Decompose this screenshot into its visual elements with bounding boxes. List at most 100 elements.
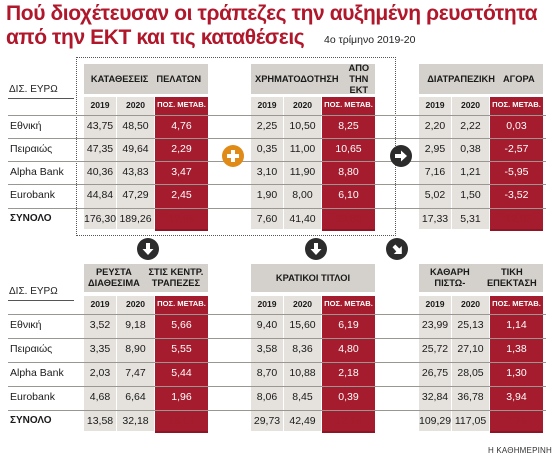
column-label: 2019	[257, 100, 277, 110]
year-value: 189,26	[119, 213, 152, 225]
table-title-line: ΑΓΟΡΑ	[502, 73, 535, 84]
arrow-down-right-icon	[386, 238, 408, 260]
table-header: ΔΙΑΤΡΑΠΕΖΙΚΗ ΑΓΟΡΑ	[419, 64, 543, 94]
year-value: 2,22	[460, 120, 481, 132]
table-title-line: ΧΡΗΜΑΤΟΔΟΤΗΣΗ	[255, 73, 339, 84]
year-value: 32,18	[122, 415, 149, 427]
change-value: -2,57	[504, 143, 529, 155]
year-value: 10,88	[289, 367, 316, 379]
year-column	[284, 97, 321, 229]
change-value: 1,30	[506, 367, 527, 379]
year-value: 5,31	[460, 213, 481, 225]
column-label: 2019	[90, 100, 110, 110]
year-value: 43,75	[86, 120, 114, 132]
year-value: 1,21	[460, 166, 481, 178]
year-value: 8,90	[125, 343, 146, 355]
year-value: 40,36	[86, 166, 114, 178]
year-value: 3,58	[256, 343, 278, 355]
change-value: 0,03	[506, 120, 527, 132]
change-value: 8,80	[338, 166, 359, 178]
year-column	[251, 296, 283, 431]
row-divider	[8, 386, 546, 387]
year-column	[452, 97, 489, 229]
bank-row-label: Eurobank	[10, 391, 55, 403]
year-value: 3,35	[89, 343, 111, 355]
year-value: 29,73	[253, 415, 281, 427]
column-label: 2020	[460, 100, 481, 110]
change-value: 4,76	[171, 120, 192, 132]
change-value: 4,80	[338, 343, 359, 355]
table-title-line: ΚΑΤΑΘΕΣΕΙΣ	[90, 73, 149, 84]
change-value: -3,52	[504, 189, 529, 201]
year-value: 4,68	[89, 391, 111, 403]
year-value: 5,02	[424, 189, 446, 201]
year-value: 25,13	[457, 319, 484, 331]
year-value: 8,06	[256, 391, 278, 403]
change-value: 6,10	[338, 189, 359, 201]
year-value: 15,60	[289, 319, 316, 331]
table-header: ΡΕΥΣΤΑ ΔΙΑΘΕΣΙΜΑ ΣΤΙΣ ΚΕΝΤΡ. ΤΡΑΠΕΖΕΣ	[84, 264, 208, 292]
year-value: 8,00	[292, 189, 313, 201]
column-label: 2020	[125, 100, 146, 110]
arrow-right-icon	[390, 145, 412, 167]
year-value: 25,72	[421, 343, 449, 355]
total-underline	[155, 431, 208, 433]
bank-row-label: Alpha Bank	[10, 166, 64, 178]
year-value: 11,00	[289, 143, 316, 155]
year-value: 32,84	[421, 391, 449, 403]
unit-label-top: ΔΙΣ. ΕΥΡΩ	[9, 84, 58, 95]
change-value: 10,65	[335, 143, 362, 155]
table-header: ΚΑΘΑΡΗ ΠΙΣΤΩ- ΤΙΚΗ ΕΠΕΚΤΑΣΗ	[419, 264, 543, 292]
year-value: 7,16	[424, 166, 446, 178]
year-column	[419, 97, 451, 229]
table-title-line: ΣΤΙΣ ΚΕΝΤΡ. ΤΡΑΠΕΖΕΣ	[148, 267, 204, 288]
table-header: ΚΡΑΤΙΚΟΙ ΤΙΤΛΟΙ	[251, 264, 375, 292]
plus-icon	[222, 145, 244, 167]
change-value: 18,61	[168, 415, 195, 427]
table-title-line: ΑΠΟ ΤΗΝ ΕΚΤ	[348, 62, 370, 95]
row-divider	[8, 208, 546, 209]
year-value: 36,78	[457, 391, 484, 403]
year-value: 8,70	[256, 367, 278, 379]
column-label: ΠΟΣ. ΜΕΤΑΒ.	[492, 100, 541, 109]
year-value: 48,50	[122, 120, 149, 132]
year-value: 1,50	[460, 189, 481, 201]
column-label: 2019	[90, 299, 110, 309]
change-value: 33,80	[335, 213, 362, 225]
column-label: ΠΟΣ. ΜΕΤΑΒ.	[492, 299, 541, 308]
bank-row-label: Εθνική	[10, 120, 42, 132]
year-value: 8,45	[292, 391, 313, 403]
chart-subtitle: 4ο τρίμηνο 2019-20	[324, 34, 416, 46]
year-value: 47,35	[86, 143, 114, 155]
change-value: 2,45	[171, 189, 192, 201]
change-value: 1,14	[506, 319, 527, 331]
change-column	[155, 97, 208, 229]
column-label: 2019	[425, 100, 445, 110]
total-underline	[490, 431, 543, 433]
table-title-line: ΚΑΘΑΡΗ ΠΙΣΤΩ-	[429, 267, 470, 288]
row-divider	[8, 161, 546, 162]
chart-title-line-2: από την ΕΚΤ και τις καταθέσεις	[6, 26, 305, 49]
year-column	[251, 97, 283, 229]
year-value: 7,47	[125, 367, 146, 379]
year-column	[84, 296, 116, 431]
row-divider	[8, 314, 546, 315]
year-value: 8,36	[292, 343, 313, 355]
column-label: 2019	[425, 299, 445, 309]
year-value: 3,52	[89, 319, 111, 331]
change-value: 5,44	[171, 367, 192, 379]
row-divider	[8, 184, 546, 185]
year-value: 41,40	[289, 213, 316, 225]
year-value: 13,58	[86, 415, 114, 427]
year-value: 1,90	[256, 189, 278, 201]
year-value: 43,83	[122, 166, 149, 178]
year-column	[284, 296, 321, 431]
change-column	[490, 296, 543, 431]
table-header: ΧΡΗΜΑΤΟΔΟΤΗΣΗ ΑΠΟ ΤΗΝ ΕΚΤ	[251, 62, 375, 95]
column-label: ΠΟΣ. ΜΕΤΑΒ.	[157, 100, 206, 109]
table-title-line: ΤΙΚΗ ΕΠΕΚΤΑΣΗ	[486, 267, 537, 288]
bank-row-label: Πειραιώς	[10, 143, 53, 155]
column-label: 2020	[292, 100, 313, 110]
row-divider	[8, 362, 546, 363]
year-column	[117, 97, 154, 229]
